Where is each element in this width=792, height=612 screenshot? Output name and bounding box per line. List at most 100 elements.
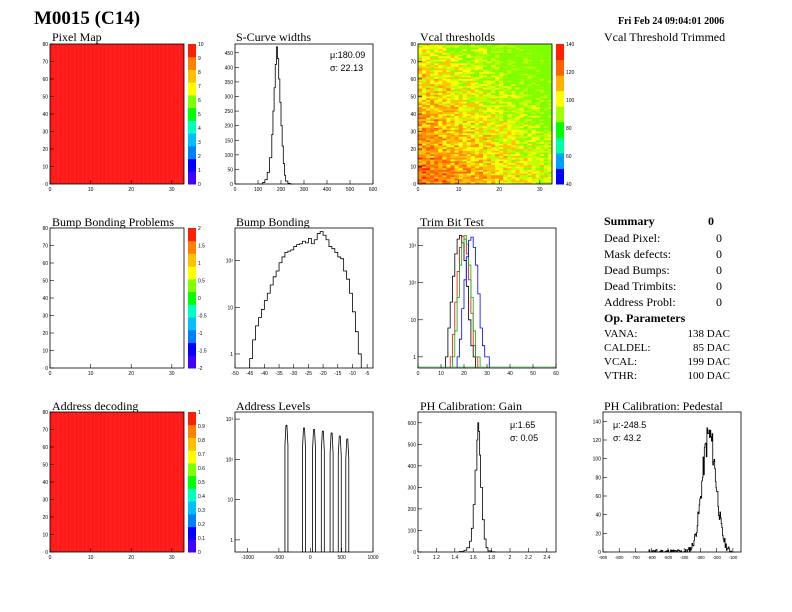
heatmap-cell	[446, 58, 451, 60]
heatmap-cell	[487, 89, 492, 92]
heatmap-cell	[466, 59, 471, 62]
heatmap-cell	[458, 161, 463, 164]
heatmap-cell	[499, 143, 504, 146]
heatmap-cell	[426, 80, 431, 83]
heatmap-cell	[462, 161, 467, 164]
heatmap-cell	[446, 177, 451, 179]
colorbar-segment	[188, 120, 196, 134]
heatmap-cell	[438, 96, 443, 99]
heatmap-cell	[450, 180, 455, 183]
heatmap-cell	[499, 59, 504, 62]
heatmap-cell	[430, 101, 435, 104]
heatmap-cell	[527, 177, 532, 179]
heatmap-cell	[543, 101, 549, 104]
heatmap-cell	[466, 119, 471, 122]
heatmap-cell	[438, 143, 443, 146]
heatmap-cell	[491, 129, 496, 132]
heatmap-cell	[499, 110, 504, 113]
heatmap-cell	[487, 177, 492, 179]
heatmap-cell	[454, 124, 459, 127]
heatmap-cell	[511, 44, 516, 46]
heatmap-cell	[470, 94, 476, 97]
heatmap-cell	[450, 89, 455, 92]
heatmap-cell	[454, 129, 459, 132]
heatmap-cell	[523, 68, 528, 71]
heatmap-cell	[499, 87, 504, 90]
heatmap-cell	[466, 150, 471, 153]
y-tick-label: 1	[230, 538, 233, 544]
heatmap-cell	[438, 175, 443, 178]
heatmap-cell	[523, 108, 528, 111]
heatmap-cell	[454, 131, 459, 134]
heatmap-cell	[511, 135, 516, 137]
heatmap-cell	[482, 70, 488, 73]
heatmap-cell	[519, 170, 524, 172]
heatmap-cell	[446, 171, 451, 174]
colorbar-label: 0.3	[198, 508, 205, 514]
heatmap-cell	[470, 96, 476, 99]
heatmap-cell	[515, 73, 520, 76]
colorbar-segment	[188, 450, 196, 464]
heatmap-cell	[503, 124, 508, 127]
heatmap-cell	[523, 82, 528, 85]
colorbar-segment	[188, 266, 196, 280]
heatmap-cell	[446, 86, 451, 88]
heatmap-cell	[438, 100, 443, 102]
heatmap-cell	[442, 77, 447, 80]
heatmap-cell	[426, 159, 431, 162]
heatmap-cell	[495, 119, 500, 122]
heatmap-cell	[482, 145, 488, 148]
heatmap-cell	[454, 89, 459, 92]
heatmap-cell	[547, 47, 553, 50]
heatmap-cell	[454, 96, 459, 99]
heatmap-cell	[442, 149, 447, 151]
heatmap-cell	[430, 51, 435, 53]
heatmap-cell	[503, 75, 508, 78]
heatmap-cell	[511, 122, 516, 125]
heatmap-cell	[535, 135, 541, 137]
vcal-trimmed-title: Vcal Threshold Trimmed	[604, 30, 726, 44]
heatmap-cell	[466, 128, 471, 130]
y-tick-label: 10	[410, 318, 416, 324]
heatmap-cell	[519, 117, 524, 120]
heatmap-cell	[430, 56, 435, 59]
heatmap-cell	[438, 161, 443, 164]
heatmap-cell	[426, 117, 431, 120]
heatmap-cell	[462, 96, 467, 99]
heatmap-cell	[418, 143, 423, 146]
heatmap-cell	[462, 77, 467, 80]
heatmap-cell	[438, 72, 443, 74]
heatmap-cell	[454, 140, 459, 143]
heatmap-cell	[507, 73, 512, 76]
heatmap-cell	[430, 180, 435, 183]
heatmap-cell	[515, 126, 520, 129]
heatmap-cell	[470, 103, 476, 106]
heatmap-cell	[446, 91, 451, 94]
y-tick-label: 60	[595, 494, 601, 500]
heatmap-cell	[446, 87, 451, 90]
heatmap-cell	[454, 59, 459, 62]
heatmap-cell	[438, 149, 443, 151]
heatmap-cell	[450, 61, 455, 64]
heatmap-cell	[523, 51, 528, 53]
colorbar-label: -1	[198, 331, 203, 337]
y-tick-label: 70	[42, 60, 48, 66]
heatmap-cell	[487, 75, 492, 78]
x-tick-label: 30	[169, 555, 175, 561]
heatmap-cell	[454, 159, 459, 162]
heatmap-cell	[515, 154, 520, 157]
heatmap-cell	[474, 138, 480, 141]
heatmap-cell	[442, 182, 447, 185]
heatmap-cell	[466, 166, 471, 169]
heatmap-cell	[470, 77, 476, 80]
heatmap-cell	[487, 49, 492, 52]
summary-label: Mask defects:	[604, 247, 671, 261]
heatmap-cell	[418, 159, 423, 162]
heatmap-cell	[462, 58, 467, 60]
heatmap-cell	[454, 108, 459, 111]
colorbar-segment	[188, 94, 196, 109]
heatmap-cell	[487, 182, 492, 185]
heatmap-cell	[527, 133, 532, 136]
heatmap-cell	[454, 79, 459, 81]
heatmap-cell	[519, 66, 524, 69]
